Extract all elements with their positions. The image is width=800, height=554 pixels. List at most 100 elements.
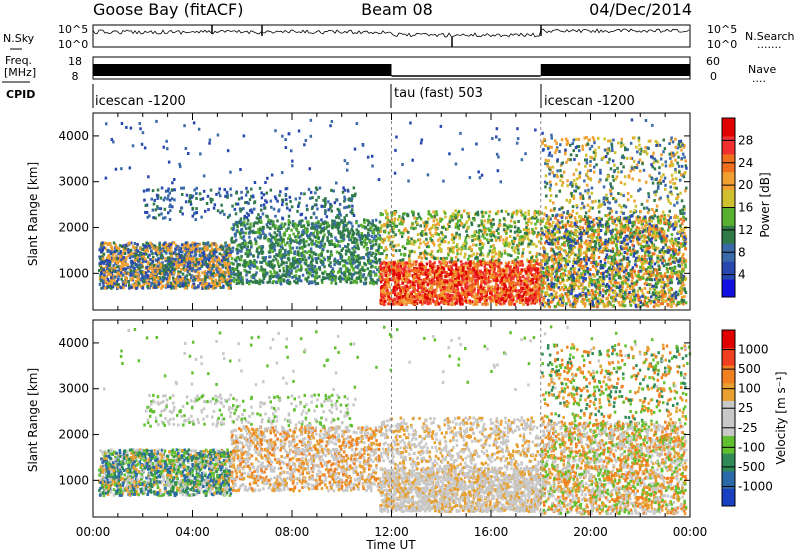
echo-cell <box>360 237 363 241</box>
echo-cell <box>338 270 341 274</box>
echo-cell <box>157 207 160 210</box>
echo-cell <box>265 200 268 204</box>
echo-cell <box>519 279 523 283</box>
echo-cell <box>276 253 279 257</box>
echo-cell <box>528 296 531 300</box>
echo-cell <box>499 272 503 276</box>
echo-cell <box>249 239 252 243</box>
echo-cell <box>485 267 489 271</box>
echo-cell <box>171 251 175 255</box>
echo-cell <box>126 266 129 269</box>
echo-cell <box>136 272 140 276</box>
echo-cell <box>266 280 269 284</box>
echo-cell <box>310 207 314 210</box>
echo-cell <box>480 280 483 284</box>
echo-cell <box>503 274 507 278</box>
echo-cell <box>183 284 187 288</box>
echo-cell <box>191 214 194 218</box>
echo-cell <box>471 285 474 289</box>
echo-cell <box>430 278 434 282</box>
echo-cell <box>213 203 217 207</box>
echo-cell <box>469 276 473 280</box>
echo-cell <box>493 267 496 271</box>
echo-cell <box>340 231 344 235</box>
echo-cell <box>166 256 170 260</box>
echo-cell <box>448 278 451 282</box>
echo-cell <box>233 207 237 211</box>
echo-cell <box>128 286 131 290</box>
echo-cell <box>354 279 357 283</box>
echo-cell <box>434 269 437 273</box>
echo-cell <box>134 254 137 258</box>
echo-cell <box>242 231 245 235</box>
echo-cell <box>98 255 101 259</box>
echo-cell <box>263 206 267 210</box>
echo-cell <box>407 271 410 275</box>
echo-cell <box>311 274 315 278</box>
echo-cell <box>202 255 205 258</box>
echo-cell <box>257 213 260 217</box>
echo-cell <box>483 297 486 301</box>
echo-cell <box>480 276 483 279</box>
echo-cell <box>301 273 305 277</box>
echo-cell <box>531 281 535 285</box>
echo-cell <box>259 226 262 230</box>
echo-cell <box>488 285 491 289</box>
echo-cell <box>304 244 307 248</box>
echo-cell <box>211 243 214 247</box>
echo-cell <box>439 271 443 275</box>
echo-cell <box>418 296 421 300</box>
echo-cell <box>336 214 339 217</box>
echo-cell <box>290 262 293 266</box>
echo-cell <box>309 280 312 284</box>
echo-cell <box>447 289 450 293</box>
echo-cell <box>138 263 141 267</box>
echo-cell <box>464 273 467 277</box>
echo-cell <box>226 258 230 262</box>
echo-cell <box>448 273 452 277</box>
echo-cell <box>155 193 159 197</box>
echo-cell <box>321 227 324 231</box>
echo-cell <box>334 279 337 283</box>
echo-cell <box>195 265 199 269</box>
echo-cell <box>178 263 181 267</box>
echo-cell <box>443 298 446 302</box>
echo-cell <box>465 277 468 281</box>
echo-cell <box>539 267 542 271</box>
echo-cell <box>248 235 251 239</box>
echo-cell <box>368 260 371 264</box>
echo-cell <box>512 260 515 264</box>
echo-cell <box>129 269 133 273</box>
echo-cell <box>169 265 172 269</box>
echo-cell <box>489 259 492 263</box>
echo-cell <box>370 234 374 238</box>
echo-cell <box>166 243 170 247</box>
echo-cell <box>270 234 273 238</box>
echo-cell <box>194 269 197 272</box>
echo-cell <box>532 292 536 296</box>
echo-cell <box>378 243 381 247</box>
echo-cell <box>245 281 249 284</box>
echo-cell <box>187 283 190 287</box>
echo-cell <box>378 266 381 270</box>
echo-cell <box>118 244 122 248</box>
echo-cell <box>349 277 352 281</box>
echo-cell <box>454 272 457 276</box>
echo-cell <box>503 272 507 276</box>
echo-cell <box>377 229 381 233</box>
echo-cell <box>377 278 380 282</box>
echo-cell <box>102 246 106 250</box>
echo-cell <box>211 278 214 281</box>
echo-cell <box>279 245 283 249</box>
echo-cell <box>421 272 424 275</box>
echo-cell <box>110 276 113 280</box>
echo-cell <box>475 272 478 276</box>
echo-cell <box>239 277 242 281</box>
echo-cell <box>112 269 116 273</box>
echo-cell <box>458 282 462 286</box>
echo-cell <box>365 247 369 251</box>
echo-cell <box>327 231 330 235</box>
echo-cell <box>509 277 513 281</box>
echo-cell <box>391 291 394 294</box>
echo-cell <box>265 191 268 195</box>
